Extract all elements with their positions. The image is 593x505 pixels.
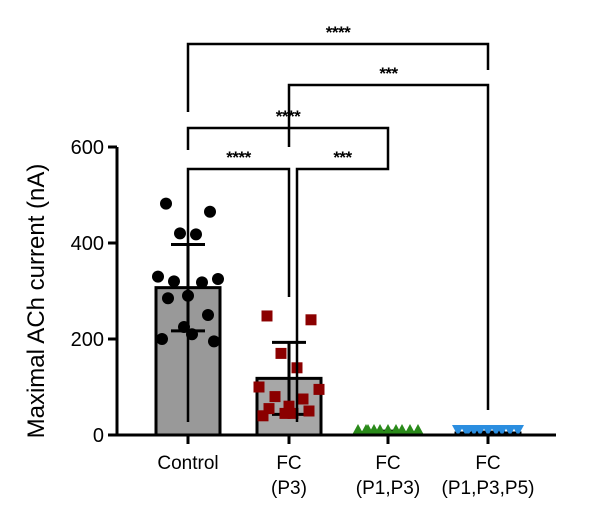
data-point-1-9 bbox=[263, 403, 275, 415]
data-point-3-4 bbox=[452, 425, 464, 436]
sig-label-0: **** bbox=[326, 23, 351, 42]
y-tick-label-1: 200 bbox=[71, 329, 104, 351]
significance-layer: *************** *** bbox=[186, 23, 490, 422]
axes-layer bbox=[108, 145, 556, 444]
data-point-0-7 bbox=[196, 276, 208, 289]
data-point-1-1 bbox=[305, 314, 317, 326]
data-point-1-5 bbox=[313, 383, 325, 395]
data-point-1-8 bbox=[283, 400, 295, 412]
data-point-0-1 bbox=[204, 205, 216, 218]
data-point-2-4 bbox=[352, 424, 364, 435]
sig-label-2: **** bbox=[276, 107, 301, 126]
category-label-0: Control bbox=[157, 453, 218, 474]
data-point-2-8 bbox=[382, 424, 394, 435]
sig-bracket-0 bbox=[186, 42, 490, 112]
category-label-3: FC bbox=[475, 453, 500, 474]
data-point-0-2 bbox=[174, 227, 186, 240]
sig-bracket-3 bbox=[186, 167, 291, 422]
y-tick-label-3: 600 bbox=[71, 137, 104, 159]
data-point-0-3 bbox=[190, 228, 202, 241]
y-tick-label-2: 400 bbox=[71, 233, 104, 255]
category-sublabel-3: (P1,P3,P5) bbox=[442, 478, 535, 499]
category-label-1: FC bbox=[276, 453, 301, 474]
sig-label-1: *** bbox=[379, 64, 398, 83]
data-point-0-13 bbox=[156, 333, 168, 345]
data-point-3-8 bbox=[482, 425, 494, 436]
sig-bracket-1 bbox=[287, 83, 490, 410]
data-point-1-12 bbox=[287, 407, 299, 419]
data-point-1-13 bbox=[257, 410, 269, 422]
data-point-1-2 bbox=[275, 347, 287, 359]
data-point-2-1 bbox=[404, 424, 416, 435]
data-point-3-1 bbox=[504, 425, 516, 436]
data-point-3-7 bbox=[496, 425, 508, 436]
sig-bracket-4 bbox=[295, 153, 390, 422]
data-point-0-10 bbox=[202, 309, 214, 321]
data-point-0-0 bbox=[160, 197, 172, 210]
data-point-3-5 bbox=[512, 425, 524, 436]
sig-label-4: *** bbox=[333, 148, 352, 167]
data-point-1-10 bbox=[303, 405, 315, 417]
category-label-2: FC bbox=[375, 453, 400, 474]
data-point-0-9 bbox=[162, 292, 174, 305]
data-point-1-6 bbox=[269, 391, 281, 403]
sig-label-3: **** bbox=[226, 148, 251, 167]
category-sublabel-2: (P1,P3) bbox=[356, 478, 420, 499]
data-point-0-5 bbox=[212, 273, 224, 285]
sig-bracket-2 bbox=[186, 126, 390, 153]
y-axis-label: Maximal ACh current (nA) bbox=[23, 164, 50, 439]
data-point-2-5 bbox=[412, 424, 424, 435]
data-point-1-4 bbox=[253, 381, 265, 393]
category-sublabel-1: (P3) bbox=[271, 478, 307, 499]
data-point-0-4 bbox=[152, 270, 164, 283]
data-point-2-7 bbox=[396, 424, 408, 435]
data-point-1-7 bbox=[297, 393, 309, 405]
data-point-3-9 bbox=[462, 425, 474, 436]
labels-layer: 0 200 400 600 Maximal ACh current (nA) Contro… bbox=[23, 137, 534, 499]
data-point-0-6 bbox=[168, 275, 180, 288]
data-point-0-14 bbox=[208, 335, 220, 348]
data-point-1-0 bbox=[261, 310, 273, 322]
data-points-layer bbox=[152, 197, 524, 436]
data-point-1-11 bbox=[279, 407, 291, 419]
data-point-2-9 bbox=[362, 424, 374, 435]
y-tick-label-0: 0 bbox=[93, 425, 104, 447]
